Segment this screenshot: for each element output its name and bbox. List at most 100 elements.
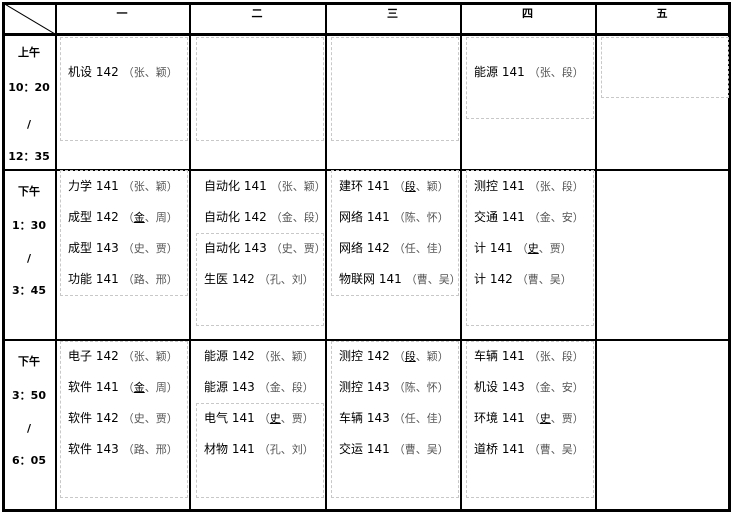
class-entry: 物联网 141 （曹、吴） (339, 272, 461, 287)
class-entry: 计 141 （史、贾） (474, 241, 572, 256)
dashed-frame (196, 403, 324, 498)
teacher-1: 史 (281, 242, 293, 255)
teacher-2: 周 (155, 211, 167, 224)
class-name: 测控 143 (339, 380, 390, 394)
teacher-2: 颖 (155, 66, 167, 79)
teacher-1: 张 (539, 350, 551, 363)
class-entry: 自动化 141 （张、颖） (204, 179, 326, 194)
class-name: 电气 141 (204, 411, 255, 425)
teacher-2: 佳 (426, 242, 438, 255)
row-border (2, 2, 731, 5)
diagonal-header-line (3, 3, 55, 34)
dashed-frame (466, 170, 594, 326)
column-border (460, 2, 462, 511)
teachers: （史、贾） (270, 242, 326, 255)
teachers: （张、段） (528, 350, 584, 363)
teachers: （路、邢） (122, 273, 178, 286)
teachers: （路、邢） (122, 443, 178, 456)
class-name: 车辆 141 (474, 349, 525, 363)
teachers: （张、颖） (270, 180, 326, 193)
class-name: 自动化 143 (204, 241, 267, 255)
teacher-1: 史 (133, 242, 145, 255)
teacher-2: 吴 (549, 273, 561, 286)
dashed-frame (466, 37, 594, 119)
row-border (2, 33, 731, 36)
teacher-1: 金 (269, 381, 281, 394)
teacher-2: 安 (561, 381, 573, 394)
teachers: （陈、怀） (393, 211, 449, 224)
class-name: 物联网 141 (339, 272, 402, 286)
class-entry: 交运 141 （曹、吴） (339, 442, 449, 457)
teacher-1: 史 (539, 412, 551, 425)
time-slot-label: 下午 (18, 355, 40, 368)
teacher-2: 贾 (155, 242, 167, 255)
time-slot-label: 3：50 (12, 389, 46, 402)
teacher-1: 路 (133, 273, 145, 286)
teachers: （金、安） (528, 381, 584, 394)
teacher-2: 佳 (426, 412, 438, 425)
teachers: （曹、吴） (405, 273, 461, 286)
teacher-1: 张 (539, 66, 551, 79)
teacher-1: 任 (404, 412, 416, 425)
teachers: （史、贾） (258, 412, 314, 425)
dashed-frame (331, 341, 459, 498)
teacher-1: 段 (404, 350, 416, 363)
class-name: 能源 142 (204, 349, 255, 363)
time-slot-label: / (26, 118, 32, 131)
teachers: （张、段） (528, 180, 584, 193)
class-name: 网络 141 (339, 210, 390, 224)
class-entry: 道桥 141 （曹、吴） (474, 442, 584, 457)
teachers: （金、段） (258, 381, 314, 394)
column-border (728, 2, 731, 511)
teachers: （史、贾） (528, 412, 584, 425)
column-border (55, 2, 57, 511)
teacher-2: 颖 (426, 180, 438, 193)
teacher-1: 张 (269, 350, 281, 363)
class-name: 环境 141 (474, 411, 525, 425)
teacher-1: 金 (133, 381, 145, 394)
time-slot-label: 12：35 (8, 150, 50, 163)
class-name: 道桥 141 (474, 442, 525, 456)
class-name: 软件 142 (68, 411, 119, 425)
class-entry: 能源 141 （张、段） (474, 65, 584, 80)
class-entry: 车辆 141 （张、段） (474, 349, 584, 364)
teachers: （孔、刘） (258, 273, 314, 286)
teacher-1: 史 (269, 412, 281, 425)
teacher-1: 孔 (269, 273, 281, 286)
teacher-1: 曹 (416, 273, 428, 286)
teachers: （孔、刘） (258, 443, 314, 456)
teachers: （曹、吴） (393, 443, 449, 456)
class-name: 网络 142 (339, 241, 390, 255)
dashed-frame (60, 170, 188, 296)
teacher-2: 颖 (291, 350, 303, 363)
class-entry: 电气 141 （史、贾） (204, 411, 314, 426)
teacher-2: 吴 (438, 273, 450, 286)
class-entry: 机设 143 （金、安） (474, 380, 584, 395)
class-entry: 计 142 （曹、吴） (474, 272, 572, 287)
dashed-frame (331, 170, 459, 296)
time-slot-label: / (26, 252, 32, 265)
class-name: 计 142 (474, 272, 513, 286)
dashed-frame (331, 37, 459, 141)
class-name: 生医 142 (204, 272, 255, 286)
time-slot-label: 上午 (18, 46, 40, 59)
class-name: 能源 141 (474, 65, 525, 79)
class-name: 力学 141 (68, 179, 119, 193)
class-name: 机设 143 (474, 380, 525, 394)
teacher-1: 张 (281, 180, 293, 193)
class-entry: 车辆 143 （任、佳） (339, 411, 449, 426)
time-slot-label: 10：20 (8, 81, 50, 94)
teacher-1: 曹 (404, 443, 416, 456)
teacher-2: 吴 (561, 443, 573, 456)
class-entry: 交通 141 （金、安） (474, 210, 584, 225)
class-entry: 建环 141 （段、颖） (339, 179, 449, 194)
class-name: 测控 141 (474, 179, 525, 193)
class-entry: 软件 142 （史、贾） (68, 411, 178, 426)
day-header: 三 (387, 7, 398, 20)
teacher-1: 张 (539, 180, 551, 193)
teachers: （陈、怀） (393, 381, 449, 394)
time-slot-label: 6：05 (12, 454, 46, 467)
teachers: （任、佳） (393, 412, 449, 425)
teacher-2: 颖 (426, 350, 438, 363)
class-entry: 自动化 142 （金、段） (204, 210, 326, 225)
